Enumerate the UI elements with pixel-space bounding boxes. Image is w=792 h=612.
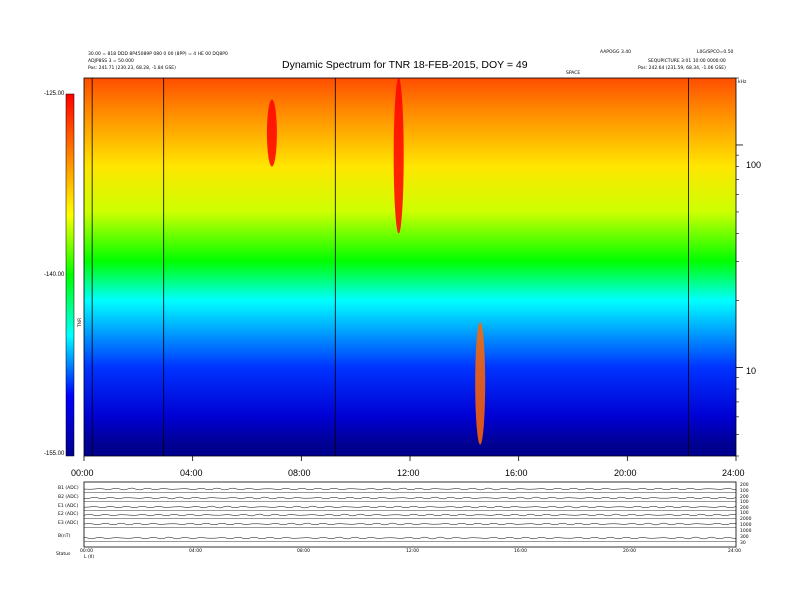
lower-x-label: 00:00 (80, 549, 93, 554)
lower-x-label: 20:00 (623, 549, 636, 554)
spectrogram-background (84, 78, 736, 456)
x-tick-label: 08:00 (288, 468, 311, 478)
header-meta-left-1: 30.00 = 818 DDD 8P45089P 080 0 00 (8PP) … (88, 52, 228, 57)
unit-marker-label: kHz (738, 80, 747, 85)
y-axis (736, 77, 743, 457)
x-tick-label: 24:00 (722, 468, 745, 478)
colorbar-label-mid: -140.00 (44, 272, 65, 278)
lower-row-label: B1 (ADC) (58, 486, 79, 491)
lower-right-label: 100 (740, 489, 749, 494)
x-tick-label: 20:00 (614, 468, 637, 478)
lower-x-label: 08:00 (297, 549, 310, 554)
y-tick-label: 10 (746, 366, 757, 376)
lower-x-label: 04:00 (189, 549, 202, 554)
lower-x-label: 16:00 (514, 549, 527, 554)
lower-x-label: 12:00 (406, 549, 419, 554)
top-marker-label: SPACE (566, 71, 581, 76)
lower-right-label: 1000 (740, 529, 752, 534)
lower-trace (83, 536, 737, 540)
lower-right-label: 200 (740, 483, 749, 488)
lower-row-label: B2 (ADC) (58, 495, 79, 500)
lower-trace (83, 496, 737, 500)
lower-row-label: E3 (ADC) (58, 521, 79, 526)
time-marker-lines (91, 78, 689, 456)
burst-mark (393, 78, 404, 234)
lower-trace (83, 505, 737, 509)
chart-title: Dynamic Spectrum for TNR 18-FEB-2015, DO… (282, 59, 528, 71)
y-tick-label: 100 (746, 160, 762, 170)
lower-row-label: E1 (ADC) (58, 504, 79, 509)
lower-trace (83, 522, 737, 526)
lower-row-label: B(nT) (58, 534, 71, 539)
colorbar-label-top: -125.00 (44, 91, 65, 97)
colorbar-label-bottom: -155.00 (44, 451, 65, 457)
spectrogram-features (266, 78, 486, 445)
x-tick-label: 16:00 (505, 468, 528, 478)
lower-right-label: 200 (740, 506, 749, 511)
lower-panel-traces (83, 487, 737, 542)
spectrogram-plot (83, 77, 737, 457)
lower-panel-frame (83, 481, 737, 548)
lower-right-label: 100 (740, 511, 749, 516)
lower-row-label: E2 (ADC) (58, 512, 79, 517)
colorbar (65, 93, 75, 457)
lower-right-label: 1000 (740, 523, 752, 528)
lower-trace (83, 513, 737, 517)
status-value: L (II) (84, 555, 95, 560)
lower-right-label: 300 (740, 535, 749, 540)
burst-mark (475, 322, 486, 445)
x-tick-label: 12:00 (397, 468, 420, 478)
header-meta-left-2: ADJP8SS 3 = 50.000 (88, 59, 134, 64)
status-label: Status (56, 552, 71, 557)
lower-right-label: 100 (740, 500, 749, 505)
header-meta-right-1: AAPOGG 3.40 (600, 50, 631, 55)
lower-x-label: 24:00 (728, 549, 741, 554)
lower-trace (83, 487, 737, 491)
header-meta-right-4: Pos: 242.64 (231.59, 68.34, -1.06 GSE) (638, 66, 726, 71)
x-tick-label: 00:00 (71, 468, 94, 478)
lower-right-label: 2000 (740, 517, 752, 522)
header-meta-left-3: Pos: 241.71 (230.23, 68.28, -1.84 GSE) (88, 66, 176, 71)
lower-right-label: 30 (740, 541, 746, 546)
x-tick-label: 04:00 (180, 468, 203, 478)
header-meta-right-3: SEQUPICTURE 3:01 10:00 0000:00 (648, 59, 726, 64)
header-meta-right-2: L0G/SPCO=0.50 (697, 50, 734, 55)
lower-right-label: 200 (740, 495, 749, 500)
burst-mark (266, 99, 277, 167)
x-axis (83, 456, 737, 461)
